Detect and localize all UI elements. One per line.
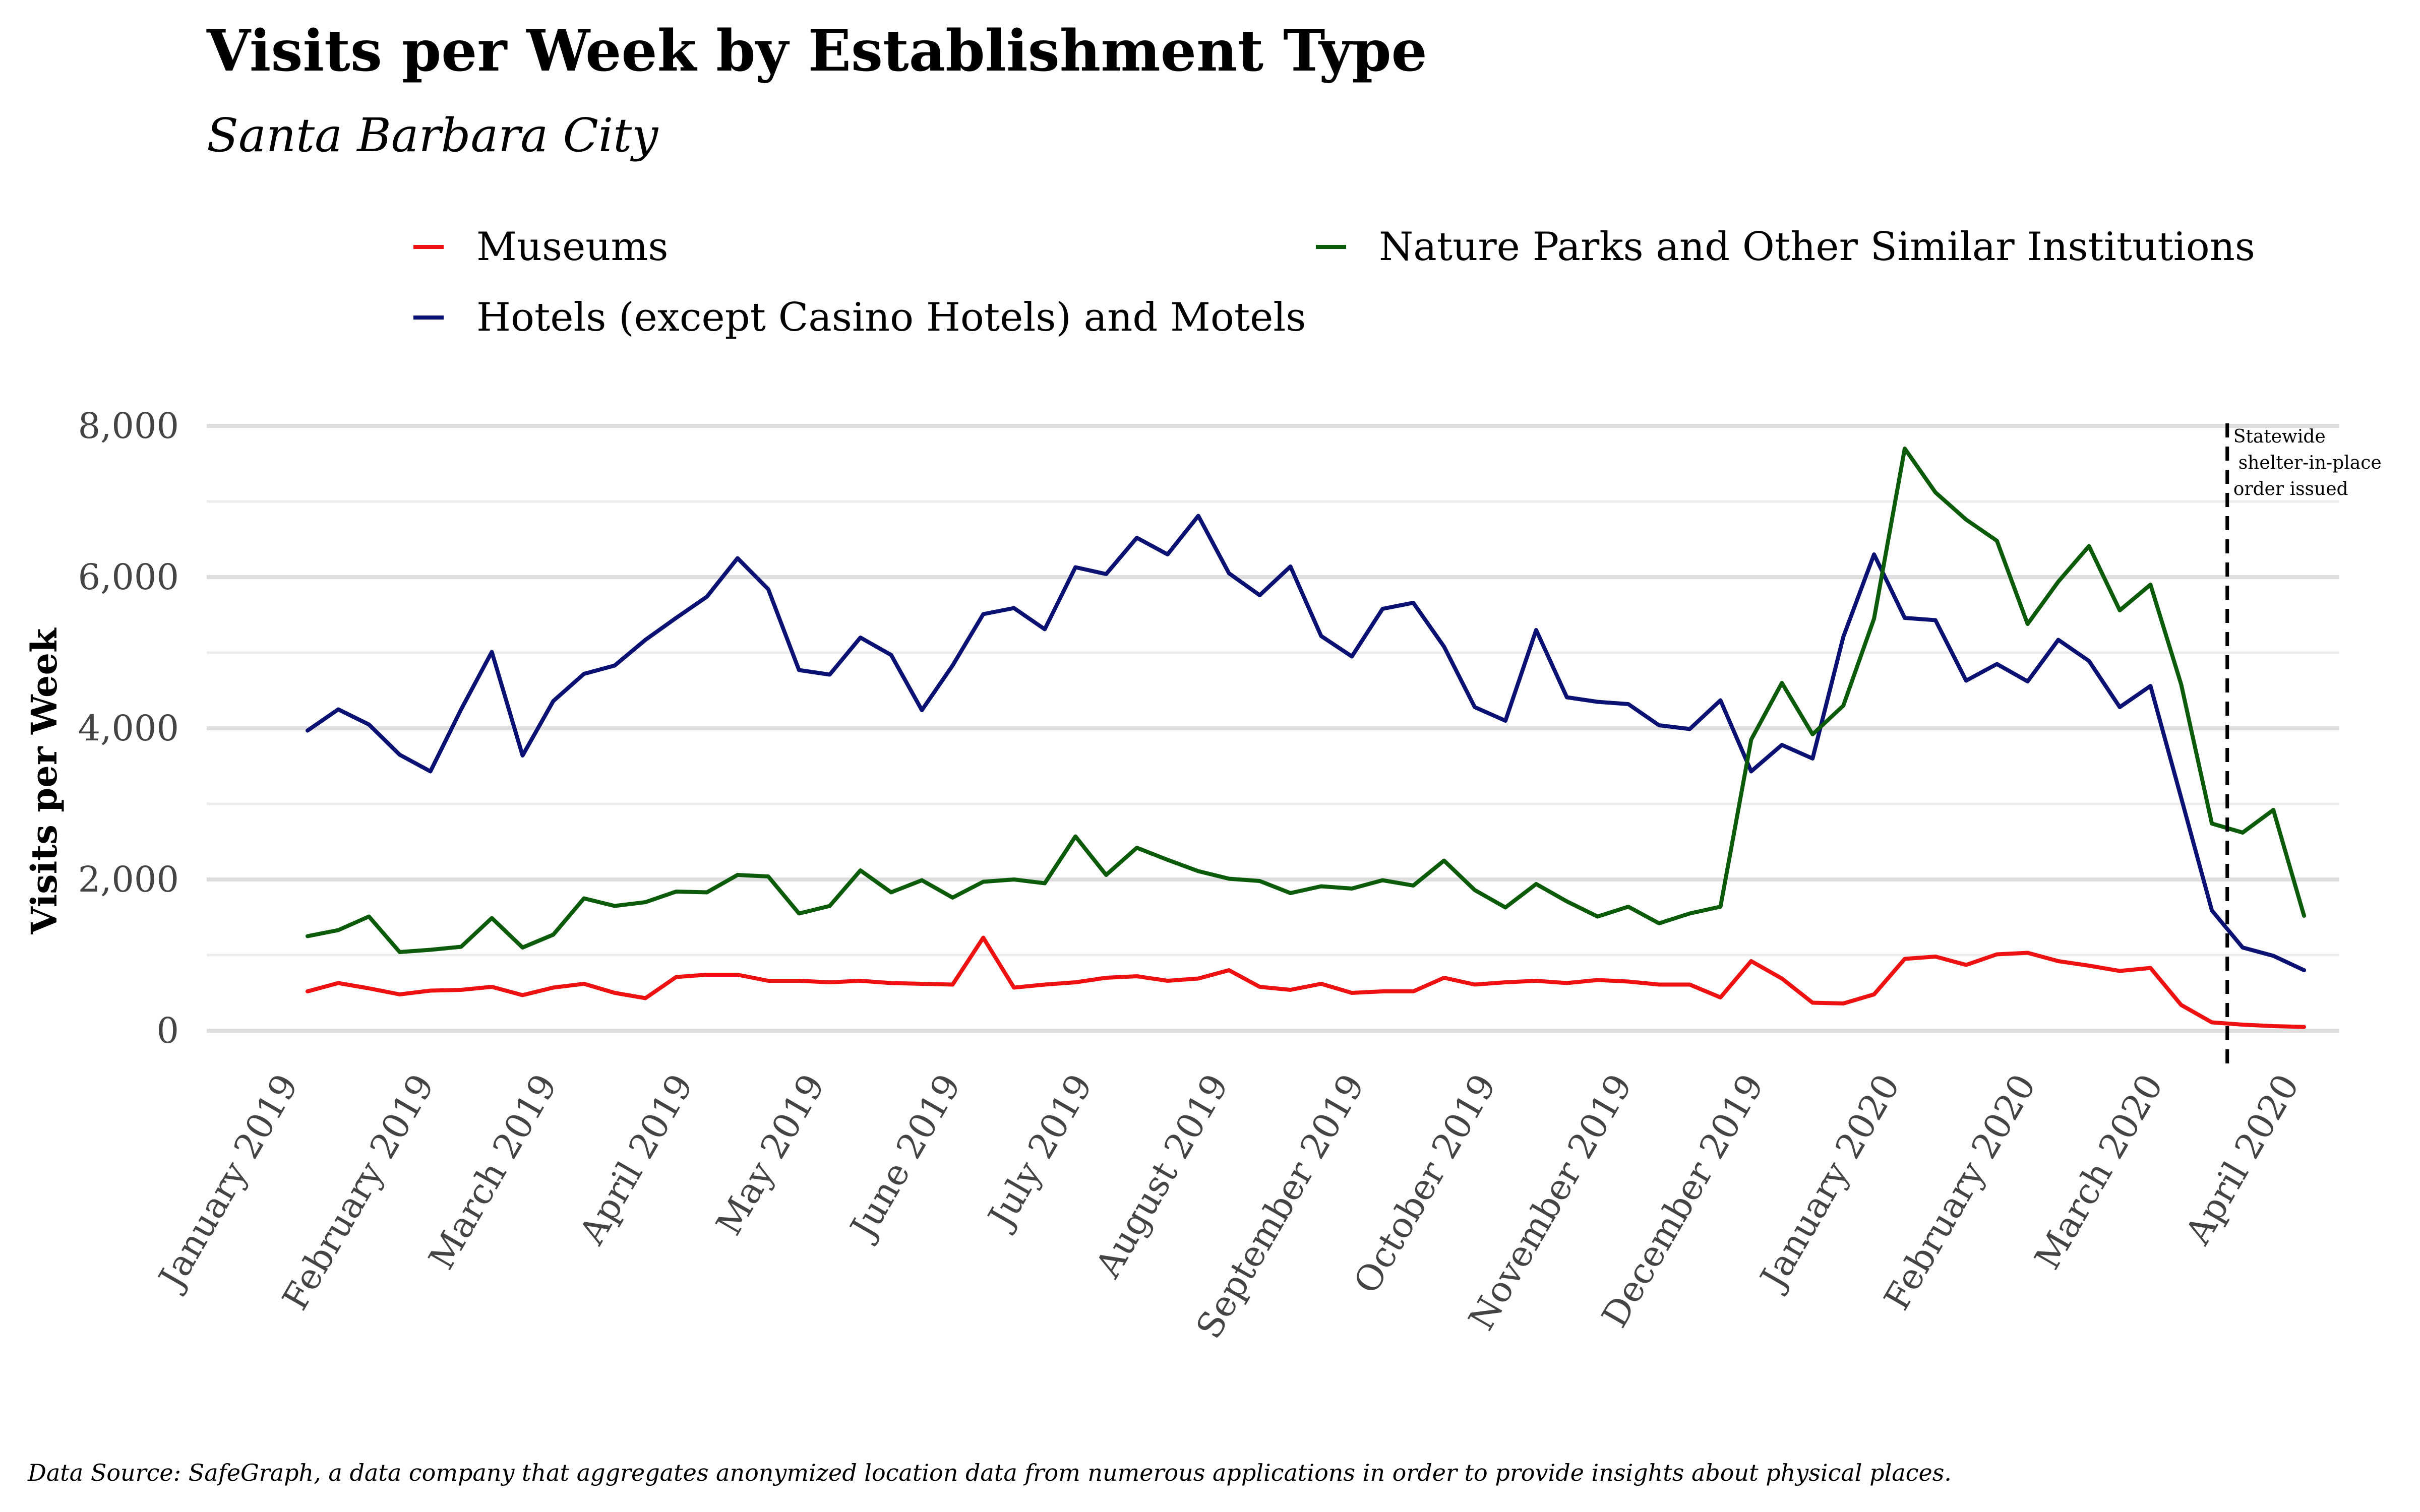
caption: Data Source: SafeGraph, a data company t… (27, 1459, 1952, 1486)
x-tick-label: August 2019 (1087, 1067, 1237, 1285)
y-tick-label: 8,000 (78, 405, 179, 447)
legend: Museums Nature Parks and Other Similar In… (413, 224, 2255, 340)
legend-label: Hotels (except Casino Hotels) and Motels (476, 295, 1306, 340)
x-tick-label: May 2019 (708, 1067, 833, 1242)
annotation: Statewide shelter-in-place order issued (2225, 423, 2382, 1063)
annotation-text: order issued (2233, 479, 2348, 499)
x-tick-label: July 2019 (979, 1067, 1101, 1237)
series-line (306, 514, 2306, 972)
x-tick-label: April 2020 (2177, 1067, 2308, 1252)
chart-title: Visits per Week by Establishment Type (206, 18, 1427, 84)
chart-subtitle: Santa Barbara City (207, 108, 658, 162)
series-line (306, 935, 2306, 1029)
x-tick-label: March 2020 (2027, 1067, 2171, 1277)
x-tick-label: October 2019 (1346, 1067, 1504, 1301)
x-tick-label: February 2020 (1876, 1067, 2044, 1317)
x-tick-label: April 2019 (571, 1067, 701, 1252)
annotation-text: Statewide (2233, 426, 2326, 447)
y-tick-label: 2,000 (78, 859, 179, 900)
legend-label: Museums (476, 224, 669, 270)
y-tick-label: 6,000 (78, 556, 179, 598)
x-tick-label: June 2019 (841, 1067, 969, 1248)
y-axis-ticks: 0 2,000 4,000 6,000 8,000 (78, 405, 179, 1051)
gridlines (207, 424, 2339, 1033)
x-tick-label: January 2019 (149, 1067, 307, 1298)
x-tick-label: January 2020 (1751, 1067, 1908, 1298)
y-tick-label: 0 (156, 1010, 179, 1051)
x-tick-label: February 2019 (274, 1067, 442, 1317)
annotation-text: shelter-in-place (2238, 453, 2382, 473)
y-tick-label: 4,000 (78, 708, 179, 749)
legend-label: Nature Parks and Other Similar Instituti… (1379, 224, 2255, 270)
series-lines (306, 447, 2306, 1029)
y-axis-label: Visits per Week (23, 627, 65, 934)
series-line (306, 447, 2306, 954)
x-tick-label: March 2019 (420, 1067, 565, 1277)
